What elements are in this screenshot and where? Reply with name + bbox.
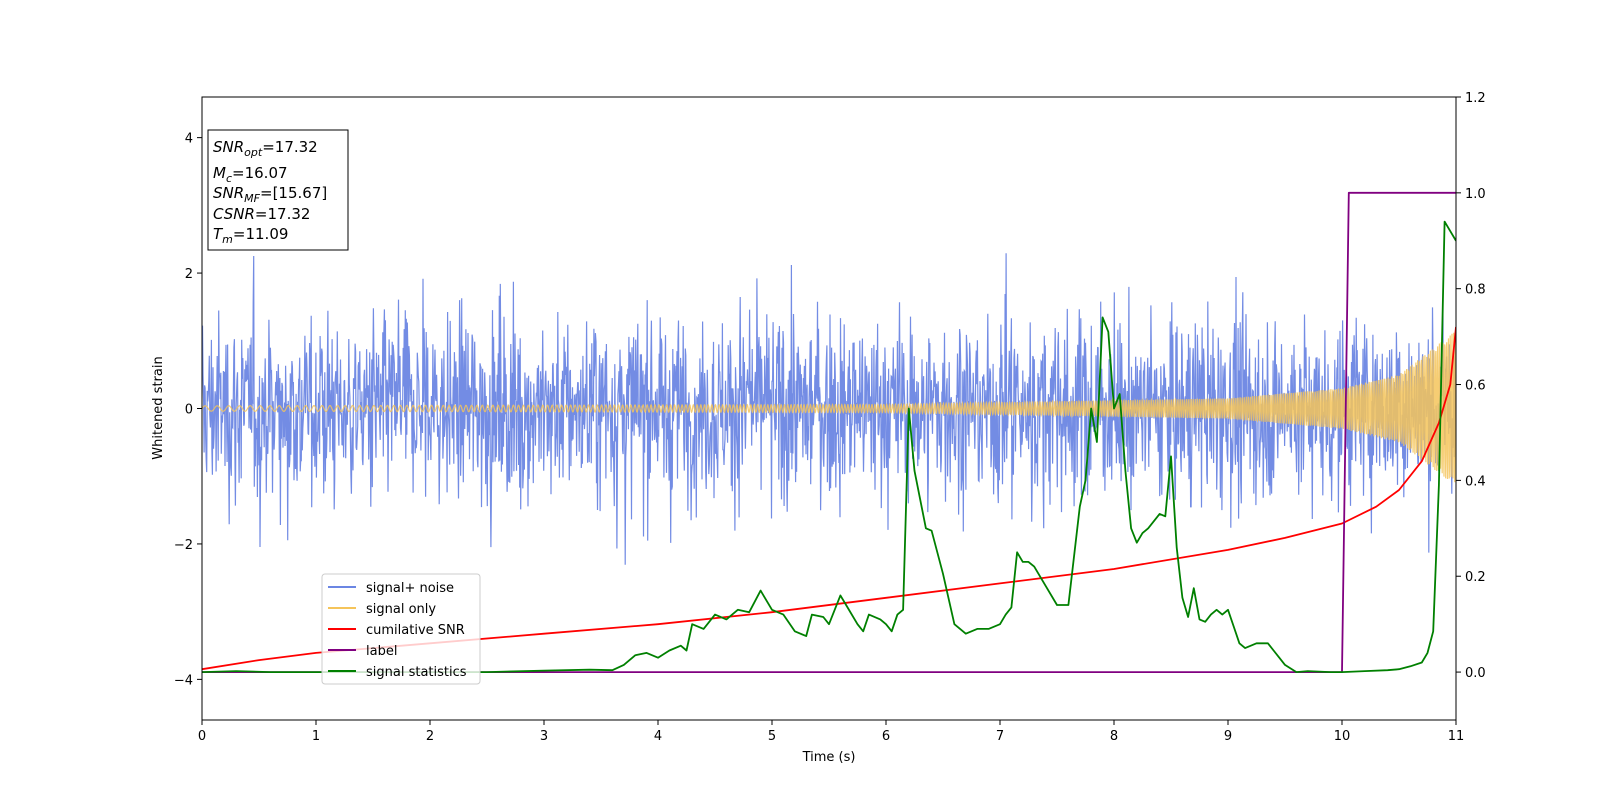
legend: signal+ noise signal only cumilative SNR…	[321, 573, 481, 685]
y-axis-right: 1.2 1.0 0.8 0.6 0.4 0.2 0.0	[1456, 91, 1486, 681]
line-signal-statistics	[202, 220, 1456, 673]
y-left-tick-label: −4	[174, 673, 193, 688]
x-axis-label: Time (s)	[802, 750, 856, 765]
legend-label-cumulative-snr: cumilative SNR	[366, 623, 465, 638]
y-left-tick-label: −2	[174, 538, 193, 553]
x-tick-label: 2	[426, 729, 434, 744]
y-right-tick-label: 0.4	[1465, 474, 1486, 489]
x-axis: 0 1 2 3 4 5 6 7 8 9 10 11	[198, 720, 1464, 744]
y-right-tick-label: 0.8	[1465, 283, 1486, 298]
series-signal-noise	[202, 253, 1456, 565]
info-box: SNRopt=17.32 Mc=16.07 SNRMF=[15.67] CSNR…	[207, 129, 349, 251]
y-right-tick-label: 0.0	[1465, 666, 1486, 681]
snr-mf-text: SNRMF=[15.67]	[213, 184, 327, 205]
line-signal-noise	[202, 253, 1456, 565]
tm-text: Tm=11.09	[213, 225, 288, 246]
y-left-tick-label: 4	[185, 132, 193, 147]
x-tick-label: 5	[768, 729, 776, 744]
y-right-tick-label: 1.0	[1465, 187, 1486, 202]
line-signal-only	[202, 332, 1456, 483]
x-tick-label: 11	[1448, 729, 1465, 744]
x-tick-label: 7	[996, 729, 1004, 744]
x-tick-label: 1	[312, 729, 320, 744]
y-right-tick-label: 0.2	[1465, 570, 1486, 585]
x-tick-label: 4	[654, 729, 662, 744]
y-right-tick-label: 1.2	[1465, 91, 1486, 106]
legend-label-signal-statistics: signal statistics	[366, 665, 467, 680]
x-tick-label: 9	[1224, 729, 1232, 744]
y-left-tick-label: 2	[185, 267, 193, 282]
legend-label-label: label	[366, 644, 397, 659]
y-left-tick-label: 0	[185, 403, 193, 418]
y-right-tick-label: 0.6	[1465, 379, 1486, 394]
x-tick-label: 8	[1110, 729, 1118, 744]
snr-opt-text: SNRopt=17.32	[213, 138, 318, 159]
y-axis-left: 4 2 0 −2 −4	[174, 132, 202, 688]
x-tick-label: 6	[882, 729, 890, 744]
mc-text: Mc=16.07	[213, 164, 288, 185]
x-tick-label: 0	[198, 729, 206, 744]
series-signal-only	[202, 332, 1456, 483]
legend-label-signal-noise: signal+ noise	[366, 581, 454, 596]
x-tick-label: 3	[540, 729, 548, 744]
x-tick-label: 10	[1334, 729, 1351, 744]
csnr-text: CSNR=17.32	[213, 205, 310, 223]
line-label	[202, 191, 1456, 673]
y-axis-label: Whitened strain	[151, 356, 166, 459]
legend-label-signal-only: signal only	[366, 602, 436, 617]
